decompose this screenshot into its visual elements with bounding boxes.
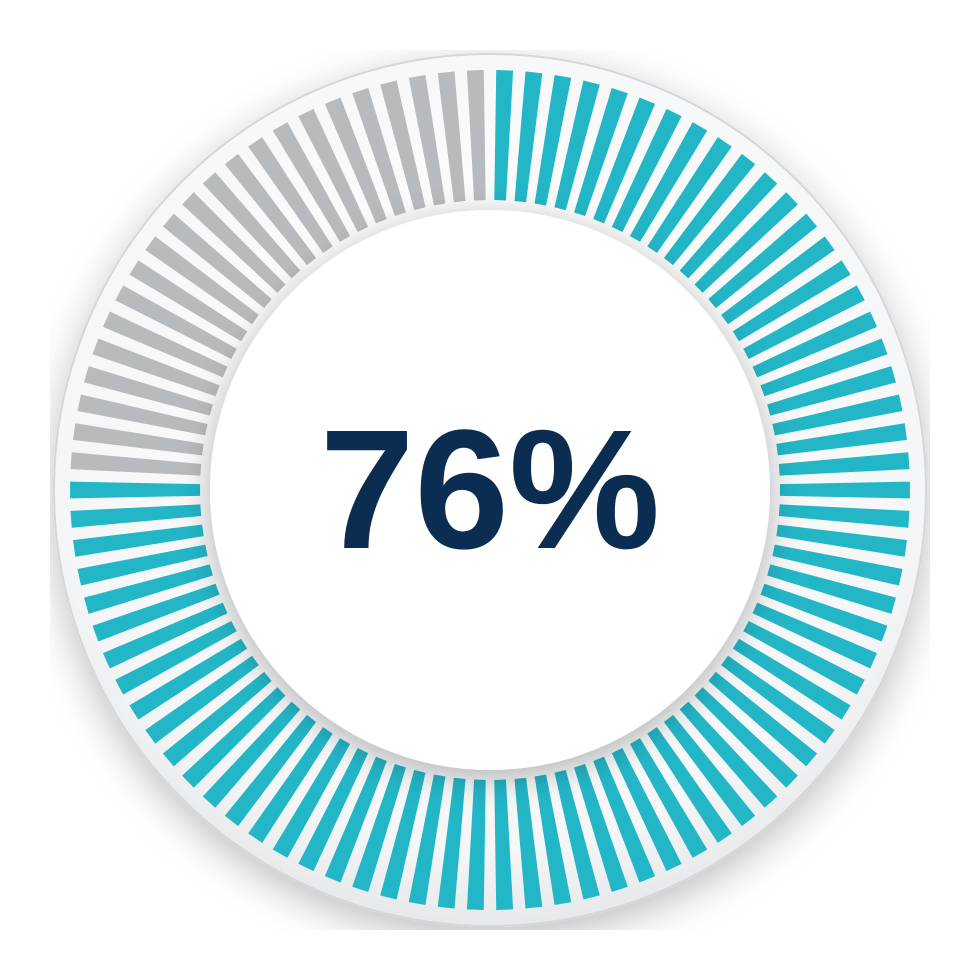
percentage-gauge: 76% <box>50 50 930 930</box>
percentage-label: 76% <box>320 405 660 575</box>
gauge-tick-active <box>70 482 200 499</box>
gauge-tick-active <box>780 482 910 499</box>
